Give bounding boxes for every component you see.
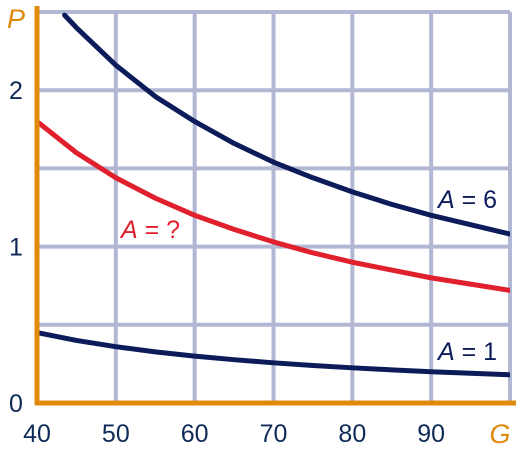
series-label-2: A = ? [119,216,180,244]
y-tick-label: 1 [9,234,23,262]
series-line-1 [62,12,510,237]
series-line-3 [37,330,510,378]
y-tick-label: 0 [9,390,23,418]
tick-labels: 40 50 60 70 80 90 0 1 2 [9,77,445,448]
series-label-3: A = 1 [436,338,497,366]
x-tick-label: 60 [181,420,209,448]
x-tick-label: 40 [23,420,51,448]
series-line-2 [37,118,510,293]
series-label-1: A = 6 [436,186,497,214]
curve-labels: A = 6 A = ? A = 1 [119,186,497,366]
grid [35,10,512,405]
x-tick-label: 70 [260,420,288,448]
x-axis-label: G [489,419,510,449]
x-tick-label: 50 [102,420,130,448]
curves [37,12,510,378]
x-tick-label: 90 [417,420,445,448]
y-axis-label: P [7,4,25,34]
x-tick-label: 80 [338,420,366,448]
axes [34,6,516,406]
y-tick-label: 2 [9,77,23,105]
